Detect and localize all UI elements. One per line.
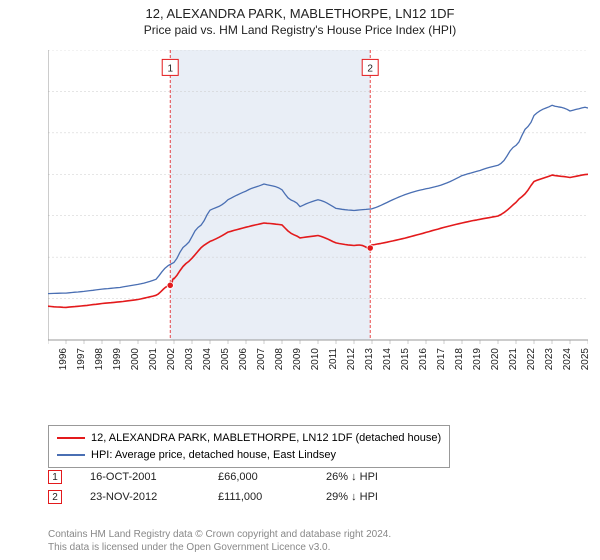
svg-text:2003: 2003 — [184, 348, 195, 371]
svg-text:1995: 1995 — [48, 348, 51, 371]
svg-text:2005: 2005 — [220, 348, 231, 371]
event-marker-price-2: £111,000 — [218, 491, 298, 503]
event-marker-row-1: 1 16-OCT-2001 £66,000 26% ↓ HPI — [48, 470, 426, 484]
title-block: 12, ALEXANDRA PARK, MABLETHORPE, LN12 1D… — [0, 0, 600, 37]
svg-text:2016: 2016 — [418, 348, 429, 371]
svg-text:1: 1 — [167, 63, 173, 74]
event-marker-date-1: 16-OCT-2001 — [90, 471, 190, 483]
chart-plot-area: £0£50K£100K£150K£200K£250K£300K£350K1995… — [48, 50, 588, 380]
legend-label-hpi: HPI: Average price, detached house, East… — [91, 447, 336, 464]
chart-title: 12, ALEXANDRA PARK, MABLETHORPE, LN12 1D… — [0, 6, 600, 21]
svg-text:2007: 2007 — [256, 348, 267, 371]
svg-text:2024: 2024 — [562, 348, 573, 371]
svg-text:2022: 2022 — [526, 348, 537, 371]
svg-text:2019: 2019 — [472, 348, 483, 371]
svg-text:2002: 2002 — [166, 348, 177, 371]
event-marker-row-2: 2 23-NOV-2012 £111,000 29% ↓ HPI — [48, 490, 426, 504]
svg-text:2017: 2017 — [436, 348, 447, 371]
footer-attribution: Contains HM Land Registry data © Crown c… — [48, 528, 391, 554]
svg-text:2009: 2009 — [292, 348, 303, 371]
svg-text:2012: 2012 — [346, 348, 357, 371]
svg-text:2001: 2001 — [148, 348, 159, 371]
svg-text:2: 2 — [367, 63, 373, 74]
svg-text:2004: 2004 — [202, 348, 213, 371]
event-marker-date-2: 23-NOV-2012 — [90, 491, 190, 503]
legend-box: 12, ALEXANDRA PARK, MABLETHORPE, LN12 1D… — [48, 425, 450, 468]
svg-text:2021: 2021 — [508, 348, 519, 371]
event-marker-diff-2: 29% ↓ HPI — [326, 491, 426, 503]
svg-text:2011: 2011 — [328, 348, 339, 370]
legend-item-property: 12, ALEXANDRA PARK, MABLETHORPE, LN12 1D… — [57, 430, 441, 447]
svg-text:2020: 2020 — [490, 348, 501, 371]
chart-subtitle: Price paid vs. HM Land Registry's House … — [0, 23, 600, 37]
svg-text:2018: 2018 — [454, 348, 465, 371]
legend-label-property: 12, ALEXANDRA PARK, MABLETHORPE, LN12 1D… — [91, 430, 441, 447]
svg-text:2014: 2014 — [382, 348, 393, 371]
svg-text:1999: 1999 — [112, 348, 123, 371]
event-marker-badge-1: 1 — [48, 470, 62, 484]
svg-text:2013: 2013 — [364, 348, 375, 371]
footer-line-1: Contains HM Land Registry data © Crown c… — [48, 528, 391, 541]
svg-text:2025: 2025 — [580, 348, 588, 371]
legend-item-hpi: HPI: Average price, detached house, East… — [57, 447, 441, 464]
svg-text:1996: 1996 — [58, 348, 69, 371]
svg-text:1998: 1998 — [94, 348, 105, 371]
footer-line-2: This data is licensed under the Open Gov… — [48, 541, 391, 554]
event-marker-badge-2: 2 — [48, 490, 62, 504]
legend-swatch-hpi — [57, 454, 85, 456]
event-markers-list: 1 16-OCT-2001 £66,000 26% ↓ HPI 2 23-NOV… — [48, 470, 426, 510]
legend-swatch-property — [57, 437, 85, 439]
chart-container: 12, ALEXANDRA PARK, MABLETHORPE, LN12 1D… — [0, 0, 600, 560]
svg-text:1997: 1997 — [76, 348, 87, 371]
line-chart-svg: £0£50K£100K£150K£200K£250K£300K£350K1995… — [48, 50, 588, 380]
svg-text:2010: 2010 — [310, 348, 321, 371]
svg-text:2006: 2006 — [238, 348, 249, 371]
svg-text:2015: 2015 — [400, 348, 411, 371]
event-marker-price-1: £66,000 — [218, 471, 298, 483]
svg-text:2000: 2000 — [130, 348, 141, 371]
svg-text:2008: 2008 — [274, 348, 285, 371]
event-marker-diff-1: 26% ↓ HPI — [326, 471, 426, 483]
svg-text:2023: 2023 — [544, 348, 555, 371]
